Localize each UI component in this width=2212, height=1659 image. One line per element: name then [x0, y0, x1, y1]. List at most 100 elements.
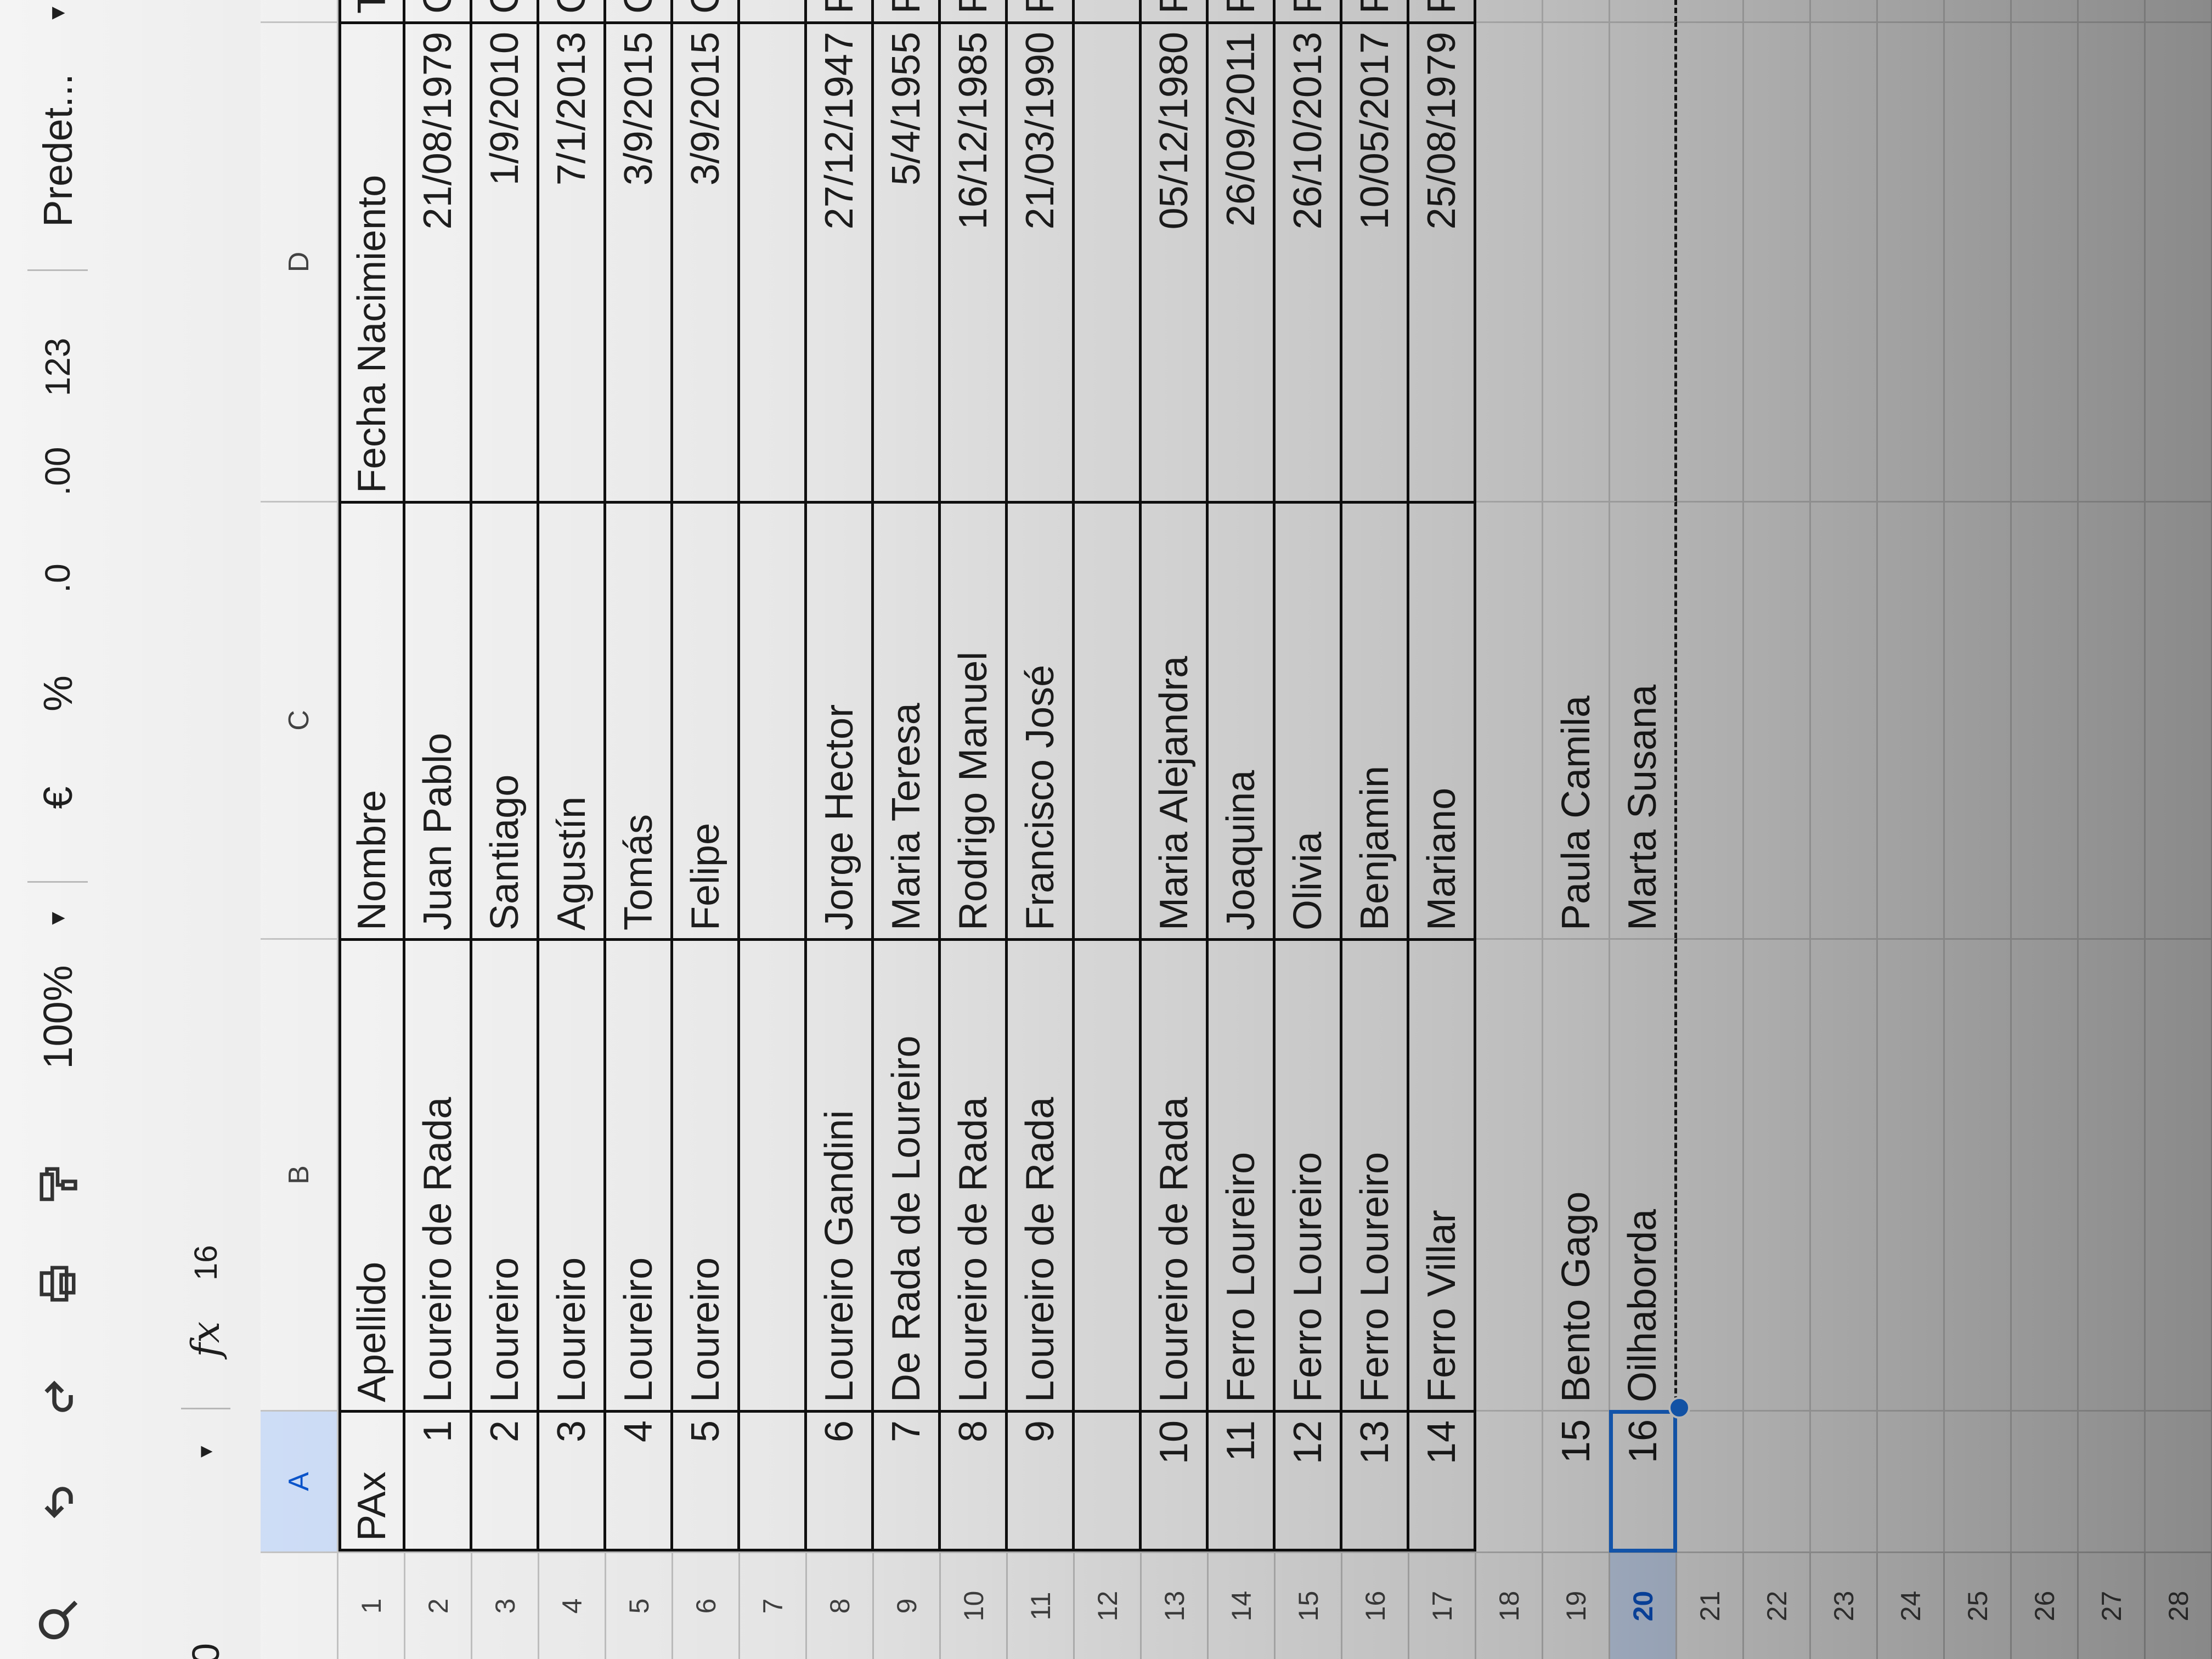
cell[interactable]: 11: [1209, 1410, 1276, 1551]
cell[interactable]: Loureiro de Rada: [941, 938, 1008, 1410]
cell[interactable]: 10: [1142, 1410, 1209, 1551]
percent-format-button[interactable]: %: [22, 666, 93, 721]
cell[interactable]: [1878, 0, 1945, 21]
cell[interactable]: 4: [606, 1410, 673, 1551]
column-title[interactable]: T: [338, 0, 405, 21]
cell[interactable]: Paula Camila: [1543, 501, 1610, 938]
cell[interactable]: Pa: [874, 0, 941, 21]
cell[interactable]: Loureiro: [606, 938, 673, 1410]
cell[interactable]: 21/08/1979: [405, 21, 472, 501]
cell[interactable]: Olivia: [1276, 501, 1342, 938]
cell[interactable]: Jorge Hector: [807, 501, 874, 938]
print-icon[interactable]: [22, 1256, 93, 1311]
font-select[interactable]: Predet...: [22, 68, 93, 233]
cell[interactable]: [1677, 501, 1744, 938]
cell[interactable]: [1878, 1410, 1945, 1551]
row-header[interactable]: 10: [941, 1551, 1008, 1659]
cell[interactable]: 26/09/2011: [1209, 21, 1276, 501]
cell[interactable]: [2079, 1410, 2146, 1551]
cell[interactable]: [2012, 0, 2079, 21]
row-header[interactable]: 27: [2079, 1551, 2146, 1659]
cell[interactable]: 3/9/2015: [606, 21, 673, 501]
select-all-corner[interactable]: [261, 1551, 338, 1659]
cell[interactable]: De Rada de Loureiro: [874, 938, 941, 1410]
zoom-select[interactable]: 100%: [22, 951, 93, 1083]
cell[interactable]: Loureiro de Rada: [405, 938, 472, 1410]
cell[interactable]: C: [405, 0, 472, 21]
cell[interactable]: 25/08/1979: [1409, 21, 1476, 501]
row-header[interactable]: 12: [1075, 1551, 1142, 1659]
cell[interactable]: [2146, 501, 2212, 938]
row-header[interactable]: 24: [1878, 1551, 1945, 1659]
cell[interactable]: Agustín: [539, 501, 606, 938]
cell[interactable]: Joaquina: [1209, 501, 1276, 938]
increase-decimals-button[interactable]: .00: [22, 436, 93, 507]
cell[interactable]: 1/9/2010: [472, 21, 539, 501]
fill-handle[interactable]: [1668, 1397, 1690, 1419]
cell[interactable]: 7/1/2013: [539, 21, 606, 501]
cell[interactable]: Pas: [1276, 0, 1342, 21]
row-header[interactable]: 5: [606, 1551, 673, 1659]
cell[interactable]: [1476, 938, 1543, 1410]
cell[interactable]: 5/4/1955: [874, 21, 941, 501]
cell[interactable]: C: [673, 0, 740, 21]
row-header[interactable]: 6: [673, 1551, 740, 1659]
cell[interactable]: 16/12/1985: [941, 21, 1008, 501]
redo-icon[interactable]: [22, 1369, 93, 1424]
cell[interactable]: [1476, 1410, 1543, 1551]
cell[interactable]: [1476, 0, 1543, 21]
cell[interactable]: Oilhaborda: [1610, 938, 1677, 1410]
cell[interactable]: 13: [1342, 1410, 1409, 1551]
cell[interactable]: [1075, 1410, 1142, 1551]
currency-format-button[interactable]: €: [22, 770, 93, 825]
cell[interactable]: [1476, 21, 1543, 501]
cell[interactable]: [1945, 938, 2012, 1410]
cell[interactable]: [2079, 21, 2146, 501]
cell[interactable]: [1677, 938, 1744, 1410]
cell[interactable]: Loureiro Gandini: [807, 938, 874, 1410]
cell[interactable]: [740, 21, 807, 501]
cell[interactable]: Pa: [1008, 0, 1075, 21]
cell[interactable]: [1744, 1410, 1811, 1551]
cell[interactable]: [1610, 21, 1677, 501]
row-header[interactable]: 16: [1342, 1551, 1409, 1659]
row-header[interactable]: 1: [338, 1551, 405, 1659]
cell[interactable]: [2146, 938, 2212, 1410]
cell[interactable]: Ferro Loureiro: [1342, 938, 1409, 1410]
cell[interactable]: Ferro Loureiro: [1276, 938, 1342, 1410]
row-header[interactable]: 22: [1744, 1551, 1811, 1659]
cell[interactable]: [1075, 938, 1142, 1410]
column-header-d[interactable]: D: [261, 21, 338, 501]
search-icon[interactable]: [22, 1593, 93, 1648]
cell[interactable]: [1945, 1410, 2012, 1551]
cell[interactable]: Loureiro de Rada: [1008, 938, 1075, 1410]
cell[interactable]: [1945, 0, 2012, 21]
cell[interactable]: [1811, 0, 1878, 21]
cell[interactable]: Bento Gago: [1543, 938, 1610, 1410]
column-header-a[interactable]: A: [261, 1410, 338, 1551]
cell[interactable]: 3: [539, 1410, 606, 1551]
row-header[interactable]: 14: [1209, 1551, 1276, 1659]
row-header[interactable]: 23: [1811, 1551, 1878, 1659]
cell[interactable]: [740, 501, 807, 938]
cell[interactable]: [740, 1410, 807, 1551]
cell[interactable]: [2146, 1410, 2212, 1551]
cell[interactable]: [2146, 21, 2212, 501]
row-header[interactable]: 4: [539, 1551, 606, 1659]
decrease-decimals-button[interactable]: .0: [22, 545, 93, 611]
row-header[interactable]: 2: [405, 1551, 472, 1659]
selected-cell-outline[interactable]: [1609, 1410, 1677, 1553]
column-title[interactable]: Apellido: [338, 938, 405, 1410]
row-header[interactable]: 28: [2146, 1551, 2212, 1659]
cell[interactable]: [1811, 1410, 1878, 1551]
column-title[interactable]: PAx: [338, 1410, 405, 1551]
cell[interactable]: 14: [1409, 1410, 1476, 1551]
cell[interactable]: Mariano: [1409, 501, 1476, 938]
formula-input[interactable]: 16: [165, 0, 247, 1280]
cell[interactable]: Maria Alejandra: [1142, 501, 1209, 938]
cell[interactable]: 2: [472, 1410, 539, 1551]
cell[interactable]: [2146, 0, 2212, 21]
chevron-down-icon[interactable]: ▼: [194, 1442, 217, 1462]
cell[interactable]: 10/05/2017: [1342, 21, 1409, 501]
cell[interactable]: [1744, 938, 1811, 1410]
